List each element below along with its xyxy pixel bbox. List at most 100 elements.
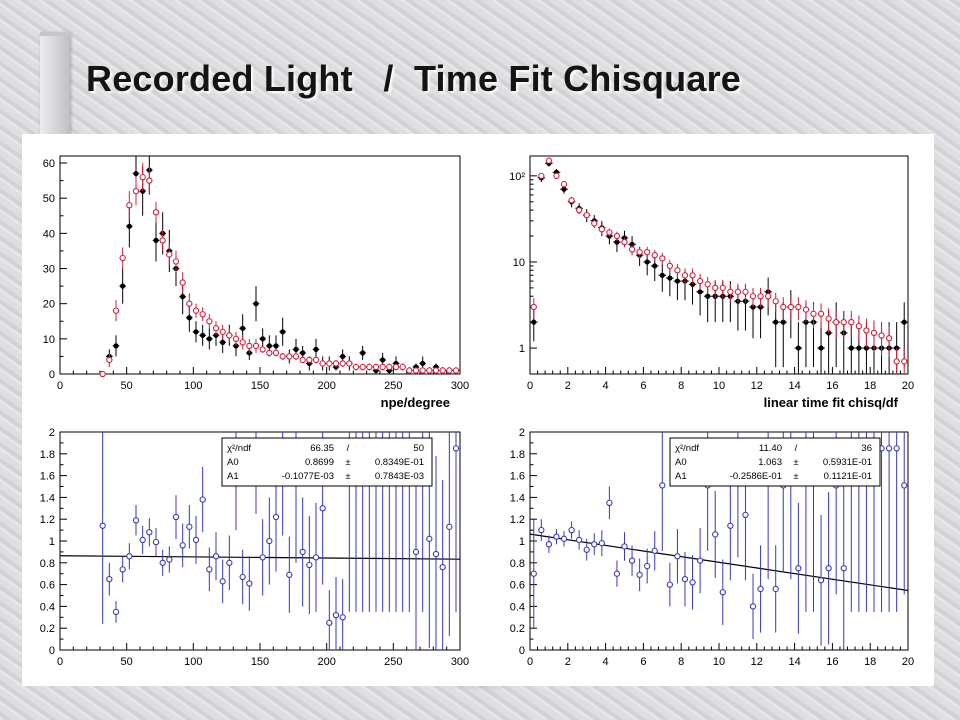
data-point	[199, 311, 206, 318]
stats-box	[221, 437, 433, 487]
data-point	[719, 589, 726, 596]
data-point	[553, 533, 560, 540]
data-point	[530, 303, 537, 311]
data-point	[120, 283, 126, 289]
data-point	[392, 363, 400, 371]
data-point	[893, 358, 900, 365]
data-point	[166, 251, 173, 258]
data-point	[146, 529, 153, 536]
data-point	[239, 573, 246, 581]
data-point	[606, 229, 613, 236]
data-point	[293, 346, 299, 352]
stats-cell: 11.40	[759, 443, 782, 454]
x-tick-label: 4	[603, 380, 609, 392]
data-point	[219, 578, 226, 585]
data-point	[696, 277, 704, 285]
data-point	[219, 328, 226, 335]
data-point	[426, 535, 433, 542]
stats-cell: χ²/ndf	[675, 443, 699, 454]
data-point	[272, 513, 280, 521]
data-point	[825, 315, 832, 322]
y-tick-label: 0.8	[510, 558, 525, 570]
data-point	[126, 553, 133, 560]
data-point	[166, 556, 173, 563]
data-point	[312, 554, 320, 561]
data-point	[696, 557, 704, 564]
title-bracket-decoration	[40, 32, 70, 142]
data-point	[113, 343, 119, 349]
data-point	[780, 319, 786, 325]
data-point	[719, 284, 726, 292]
data-point	[681, 575, 689, 583]
x-tick-label: 4	[603, 656, 609, 668]
data-point	[636, 571, 643, 578]
data-point	[152, 538, 160, 546]
data-point	[126, 223, 132, 229]
data-point	[780, 303, 787, 311]
data-point	[439, 367, 446, 374]
y-tick-label: 2	[49, 427, 55, 439]
data-point	[226, 559, 233, 566]
x-tick-label: 250	[384, 656, 402, 668]
data-point	[232, 335, 240, 342]
data-point	[568, 526, 575, 534]
data-point	[119, 566, 126, 573]
data-point	[99, 522, 106, 529]
x-tick-label: 200	[317, 380, 335, 392]
data-point	[212, 553, 220, 560]
data-point	[545, 541, 553, 548]
data-point	[855, 322, 863, 330]
data-point	[346, 360, 353, 367]
data-point	[545, 157, 553, 164]
data-point	[901, 482, 908, 489]
stats-box	[669, 437, 881, 487]
data-point	[139, 536, 146, 544]
y-tick-label: 1	[49, 536, 55, 548]
stats-cell: 0.5931E-01	[823, 457, 872, 468]
data-point	[452, 445, 460, 452]
data-point	[159, 559, 166, 566]
data-point	[432, 550, 440, 558]
data-point	[452, 367, 460, 374]
data-point	[146, 177, 153, 184]
data-point	[749, 603, 757, 610]
x-tick-label: 16	[826, 380, 838, 392]
x-tick-label: 2	[565, 380, 571, 392]
data-point	[246, 580, 253, 587]
data-point	[802, 306, 810, 313]
data-point	[689, 281, 696, 287]
x-tick-label: 100	[184, 656, 202, 668]
x-tick-label: 18	[864, 380, 876, 392]
x-tick-label: 8	[678, 380, 684, 392]
x-tick-label: 200	[317, 656, 335, 668]
stats-cell: ±	[793, 471, 798, 482]
data-point	[674, 267, 681, 274]
data-point	[319, 360, 326, 367]
data-point	[659, 272, 665, 278]
x-tick-label: 300	[451, 656, 469, 668]
data-point	[817, 577, 825, 584]
stats-cell: /	[795, 443, 798, 454]
data-point	[667, 275, 673, 281]
data-point	[885, 335, 893, 342]
data-point	[704, 281, 711, 288]
stats-cell: 0.8349E-01	[375, 457, 424, 468]
y-tick-label: 0.8	[40, 558, 55, 570]
data-point	[186, 523, 193, 530]
data-point	[644, 248, 651, 256]
y-tick-label: 1.6	[510, 471, 525, 483]
data-point	[446, 367, 453, 374]
y-tick-label: 50	[43, 193, 55, 205]
data-point	[112, 307, 120, 314]
data-point	[299, 548, 306, 556]
data-point	[139, 173, 146, 181]
data-point	[659, 255, 666, 262]
data-point	[621, 543, 628, 550]
data-point	[172, 513, 180, 521]
data-point	[186, 315, 192, 321]
data-point	[825, 565, 832, 572]
x-tick-label: 20	[902, 380, 914, 392]
data-point	[272, 349, 280, 357]
data-point	[119, 254, 126, 262]
x-tick-label: 20	[902, 656, 914, 668]
